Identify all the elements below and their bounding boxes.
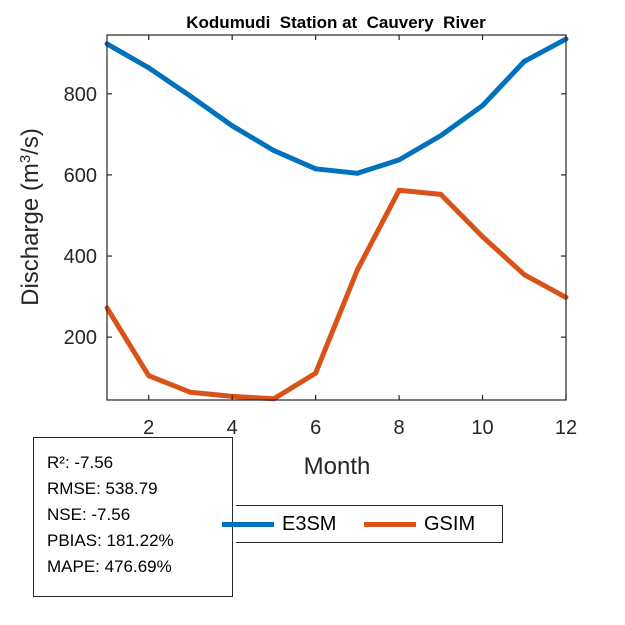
data-point-gsim-6	[313, 370, 319, 376]
y-axis-label: Discharge (m3/s)	[17, 128, 45, 306]
legend-label-e3sm: E3SM	[282, 512, 337, 535]
x-tick-label: 4	[227, 417, 238, 439]
data-point-e3sm-6	[313, 166, 319, 172]
legend-swatch-gsim	[364, 521, 416, 527]
series-line-e3sm	[105, 36, 568, 176]
stat-r2: R²: -7.56	[47, 453, 114, 472]
x-tick-label: 6	[310, 417, 321, 439]
data-point-gsim-7	[354, 267, 360, 273]
data-point-e3sm-11	[521, 58, 527, 64]
chart-title: Kodumudi Station at Cauvery River	[186, 13, 486, 32]
x-tick-label: 2	[143, 417, 154, 439]
data-point-gsim-2	[146, 373, 152, 379]
x-tick-label: 12	[555, 417, 577, 439]
data-point-e3sm-7	[354, 170, 360, 176]
x-tick-label: 10	[471, 417, 493, 439]
data-point-e3sm-3	[188, 93, 193, 99]
data-point-gsim-10	[480, 234, 485, 240]
data-point-e3sm-5	[271, 148, 277, 154]
data-point-e3sm-8	[396, 157, 402, 163]
data-point-gsim-11	[521, 272, 527, 278]
y-tick-label: 600	[64, 165, 97, 187]
stat-nse: NSE: -7.56	[47, 505, 131, 524]
data-point-e3sm-10	[480, 103, 485, 109]
data-point-e3sm-9	[438, 133, 444, 139]
stat-mape: MAPE: 476.69%	[47, 557, 172, 576]
series-line-gsim	[104, 187, 568, 402]
y-tick-label: 200	[64, 327, 97, 349]
legend-label-gsim: GSIM	[424, 512, 476, 535]
data-point-gsim-3	[188, 389, 193, 395]
stat-pbias: PBIAS: 181.22%	[47, 531, 174, 550]
y-tick-label: 800	[64, 84, 97, 106]
y-axis-label-sup: 3	[17, 155, 34, 163]
x-tick-label: 8	[394, 417, 405, 439]
ticks-layer: 2 4 6 8 10 12 200 400 600 800	[64, 35, 577, 439]
stat-rmse: RMSE: 538.79	[47, 479, 158, 498]
legend-swatch-e3sm	[222, 521, 274, 527]
stats-box: R²: -7.56 RMSE: 538.79 NSE: -7.56 PBIAS:…	[33, 437, 233, 597]
data-point-gsim-9	[438, 191, 444, 197]
legend-entry-e3sm: E3SM	[222, 506, 336, 542]
y-axis-label-tail: /s)	[17, 128, 44, 155]
data-point-e3sm-4	[229, 123, 235, 129]
x-axis-label: Month	[304, 453, 371, 480]
plot-frame	[106, 34, 567, 401]
series-layer	[104, 36, 569, 402]
y-axis-label-main: Discharge (m	[17, 163, 44, 306]
data-point-e3sm-2	[146, 65, 152, 71]
legend: E3SM GSIM	[222, 505, 503, 543]
legend-entry-gsim: GSIM	[364, 506, 475, 542]
data-point-gsim-8	[396, 187, 402, 193]
y-tick-label: 400	[64, 246, 97, 268]
